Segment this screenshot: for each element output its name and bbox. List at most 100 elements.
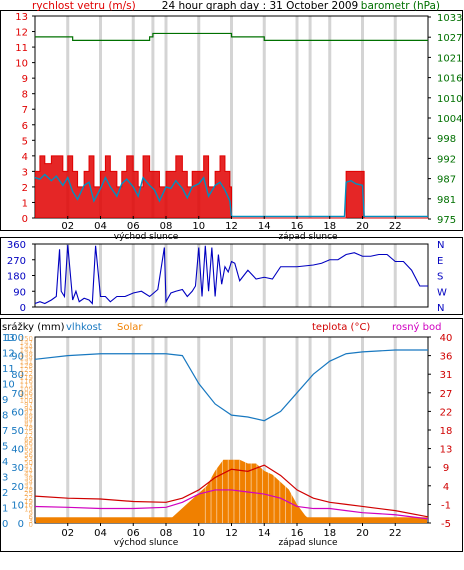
- solar-tick-63: 63: [24, 444, 33, 452]
- solar-tick-47: 47: [24, 463, 33, 471]
- wind-right-tick-998: 998: [437, 134, 456, 145]
- rain-tick-12: 12: [2, 349, 15, 360]
- solar-tick-25: 25: [24, 490, 33, 498]
- temperature-tick-27: 27: [440, 389, 453, 400]
- humidity-tick-20: 20: [11, 482, 24, 493]
- climate-x-tick-14: 14: [258, 528, 271, 539]
- humidity-axis-title: vlhkost: [66, 322, 102, 333]
- humidity-tick-10: 10: [11, 500, 24, 511]
- solar-tick-128: 128: [20, 362, 33, 370]
- wind-left-tick-6: 6: [22, 121, 28, 132]
- wind-sunrise-label: východ slunce: [114, 232, 179, 242]
- climate-x-tick-16: 16: [291, 528, 304, 539]
- solar-tick-84: 84: [24, 416, 33, 424]
- wind-left-tick-8: 8: [22, 90, 28, 101]
- wind-left-tick-2: 2: [22, 183, 28, 194]
- solar-tick-141: 141: [20, 347, 33, 355]
- solar-tick-50: 50: [24, 459, 33, 467]
- solar-tick-34: 34: [24, 478, 33, 486]
- wind-x-tick-02: 02: [61, 221, 74, 232]
- climate-x-tick-18: 18: [323, 528, 336, 539]
- solar-tick-0: 0: [29, 521, 33, 529]
- wind-left-tick-9: 9: [22, 74, 28, 85]
- wind-right-tick-975: 975: [437, 215, 456, 226]
- wind-left-tick-12: 12: [15, 28, 28, 39]
- solar-tick-9: 9: [29, 509, 33, 517]
- wind-x-tick-10: 10: [192, 221, 205, 232]
- solar-tick-91: 91: [24, 409, 33, 417]
- wind-x-tick-04: 04: [94, 221, 107, 232]
- temperature-line: [34, 464, 429, 518]
- wind-chart-title: 24 hour graph day : 31 October 2009: [162, 0, 358, 12]
- dewpoint-axis-title: rosný bod: [392, 321, 441, 333]
- solar-tick-38: 38: [24, 475, 33, 483]
- temperature-axis-title: teplota (°C): [312, 322, 370, 333]
- wind-x-tick-18: 18: [323, 221, 336, 232]
- rain-tick-1: 1: [2, 504, 8, 515]
- solar-tick-78: 78: [24, 424, 33, 432]
- temperature-tick-18: 18: [440, 426, 453, 437]
- wind-x-tick-16: 16: [291, 221, 304, 232]
- wind-right-tick-1016: 1016: [437, 74, 462, 85]
- temperature-tick--5: -5: [441, 519, 451, 530]
- wind-x-tick-22: 22: [389, 221, 402, 232]
- direction-right-tick-4: N: [437, 240, 444, 251]
- direction-left-tick-180: 180: [7, 272, 26, 283]
- wind-left-tick-0: 0: [22, 214, 28, 225]
- rain-tick-13: 13: [2, 333, 15, 344]
- solar-tick-119: 119: [20, 374, 33, 382]
- solar-tick-116: 116: [20, 378, 34, 386]
- humidity-tick-100: 100: [5, 333, 24, 344]
- solar-tick-100: 100: [20, 397, 33, 405]
- solar-area: [35, 459, 428, 523]
- humidity-tick-90: 90: [11, 352, 24, 363]
- solar-axis-title: Solar: [117, 322, 143, 333]
- temperature-tick--1: -1: [441, 500, 451, 511]
- solar-tick-106: 106: [20, 389, 34, 397]
- wind-x-tick-06: 06: [127, 221, 140, 232]
- humidity-tick-80: 80: [11, 370, 24, 381]
- wind-left-tick-10: 10: [15, 59, 28, 70]
- direction-right-tick-1: W: [437, 287, 447, 298]
- solar-tick-19: 19: [24, 498, 33, 506]
- solar-tick-97: 97: [24, 401, 33, 409]
- wind-plot: 0123456789101112139759819879929981004101…: [15, 12, 462, 232]
- solar-tick-31: 31: [24, 482, 33, 490]
- solar-tick-53: 53: [24, 455, 33, 463]
- solar-tick-75: 75: [24, 428, 33, 436]
- climate-x-tick-02: 02: [61, 528, 74, 539]
- wind-x-tick-12: 12: [225, 221, 238, 232]
- temperature-tick-22: 22: [440, 407, 453, 418]
- wind-panel-frame: [0, 10, 463, 231]
- wind-left-tick-7: 7: [22, 105, 28, 116]
- wind-right-tick-1010: 1010: [437, 94, 462, 105]
- solar-tick-88: 88: [24, 413, 33, 421]
- solar-tick-125: 125: [20, 366, 33, 374]
- solar-tick-72: 72: [24, 432, 33, 440]
- wind-left-tick-4: 4: [22, 152, 28, 163]
- wind-gust-line: [35, 155, 428, 219]
- direction-right-tick-0: N: [437, 303, 444, 314]
- temperature-tick-13: 13: [440, 445, 453, 456]
- wind-sunset-label: západ slunce: [278, 232, 338, 242]
- solar-tick-22: 22: [24, 494, 33, 502]
- solar-tick-138: 138: [20, 351, 33, 359]
- solar-tick-66: 66: [24, 440, 33, 448]
- wind-left-tick-5: 5: [22, 136, 28, 147]
- solar-tick-147: 147: [20, 339, 33, 347]
- solar-tick-44: 44: [24, 467, 33, 475]
- wind-right-tick-987: 987: [437, 175, 456, 186]
- wind-right-tick-992: 992: [437, 154, 456, 165]
- wind-x-end: [426, 221, 429, 232]
- rain-axis-title: srážky (mm): [2, 321, 65, 333]
- solar-tick-59: 59: [24, 447, 33, 455]
- climate-panel-frame: [0, 318, 463, 552]
- direction-left-tick-0: 0: [20, 303, 26, 314]
- direction-panel-frame: [0, 237, 463, 315]
- solar-tick-69: 69: [24, 436, 33, 444]
- rain-tick-11: 11: [2, 364, 15, 375]
- climate-x-tick-10: 10: [192, 528, 205, 539]
- wind-right-tick-1027: 1027: [437, 33, 462, 44]
